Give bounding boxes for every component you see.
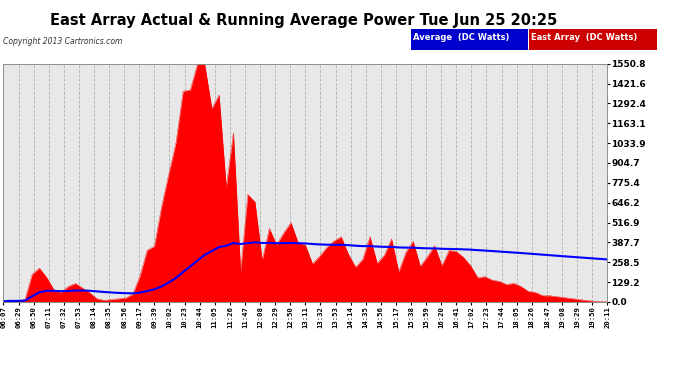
Text: East Array  (DC Watts): East Array (DC Watts) [531, 33, 638, 42]
Text: Average  (DC Watts): Average (DC Watts) [413, 33, 509, 42]
Text: East Array Actual & Running Average Power Tue Jun 25 20:25: East Array Actual & Running Average Powe… [50, 13, 558, 28]
Text: Copyright 2013 Cartronics.com: Copyright 2013 Cartronics.com [3, 38, 123, 46]
